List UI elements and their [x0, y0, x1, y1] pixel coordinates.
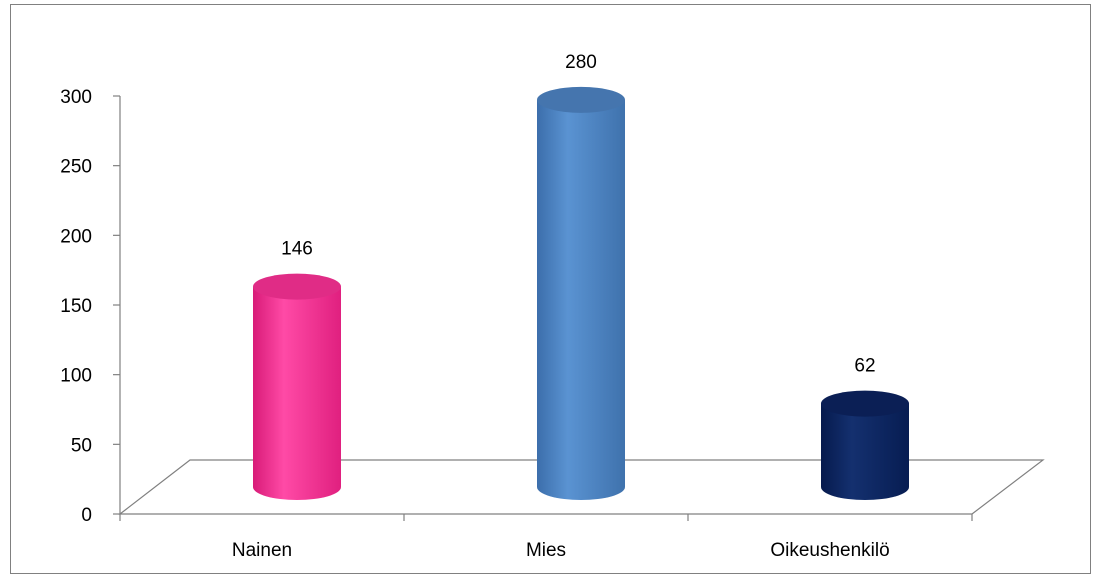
bar-nainen [253, 273, 341, 500]
bar-body [253, 286, 341, 500]
data-labels: 146 280 62 [281, 52, 875, 377]
x-axis-ticks [119, 514, 973, 521]
x-tick-label: Oikeushenkilö [770, 540, 889, 561]
x-axis-labels: Nainen Mies Oikeushenkilö [232, 540, 890, 561]
bar-top [537, 86, 625, 113]
x-tick-label: Mies [526, 540, 566, 561]
data-label: 146 [281, 239, 313, 260]
bar-body [821, 403, 909, 500]
chart-border [10, 4, 1091, 574]
x-tick-label: Nainen [232, 540, 292, 561]
bar-top-shade [821, 390, 909, 417]
y-tick-label: 200 [60, 226, 92, 247]
y-axis-ticks: 0 50 100 150 200 250 300 [60, 87, 120, 526]
bar-top-shade [253, 273, 341, 300]
bar-top [253, 273, 341, 300]
bar-body [537, 99, 625, 500]
y-tick-label: 50 [71, 435, 92, 456]
y-tick-label: 150 [60, 296, 92, 317]
y-tick-label: 300 [60, 87, 92, 108]
y-tick-label: 100 [60, 366, 92, 387]
data-label: 62 [854, 356, 875, 377]
y-tick-label: 0 [81, 505, 92, 526]
y-tick-label: 250 [60, 157, 92, 178]
bar-mies [537, 86, 625, 500]
data-label: 280 [565, 52, 597, 73]
bar-top-shade [537, 86, 625, 113]
bar-top [821, 390, 909, 417]
bar-series [253, 86, 909, 500]
bar-oikeushenkilö [821, 390, 909, 500]
